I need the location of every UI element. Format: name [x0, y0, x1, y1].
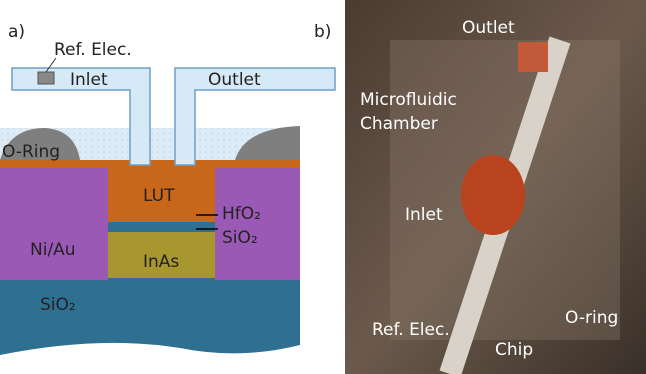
label: O-ring: [565, 308, 618, 328]
label: Outlet: [462, 18, 515, 38]
panel-a: a) Ref. Elec. Inlet Outlet O-Ring LUT Hf…: [0, 22, 335, 355]
label: LUT: [143, 186, 175, 206]
page: {"panel_a":{"label":"a)","ref_elec":"Ref…: [0, 0, 646, 374]
panel-label: a): [8, 22, 25, 42]
label: HfO₂: [222, 204, 261, 224]
label: Chip: [495, 340, 533, 360]
label: Outlet: [208, 70, 261, 90]
label: Inlet: [405, 205, 443, 225]
panel-b: b) Outlet Microfluidic Chamber Inlet O-r…: [314, 0, 646, 374]
ni-au-right: [215, 168, 300, 280]
ref-electrode: [38, 72, 54, 84]
label: Ref. Elec.: [372, 320, 450, 340]
label: SiO₂: [40, 295, 76, 315]
label: Inlet: [70, 70, 108, 90]
figure: a) Ref. Elec. Inlet Outlet O-Ring LUT Hf…: [0, 0, 646, 374]
panel-label: b): [314, 22, 331, 42]
substrate: [0, 275, 300, 355]
label: Microfluidic: [360, 90, 457, 110]
inlet-fitting: [461, 155, 525, 235]
label: InAs: [143, 252, 179, 272]
sio2-thin: [108, 222, 215, 232]
label: Ref. Elec.: [54, 40, 132, 60]
ni-au-left: [0, 168, 108, 280]
label: Chamber: [360, 114, 438, 134]
outlet-fitting: [518, 42, 548, 72]
label: SiO₂: [222, 228, 258, 248]
label: Ni/Au: [30, 240, 76, 260]
label: O-Ring: [2, 142, 60, 162]
